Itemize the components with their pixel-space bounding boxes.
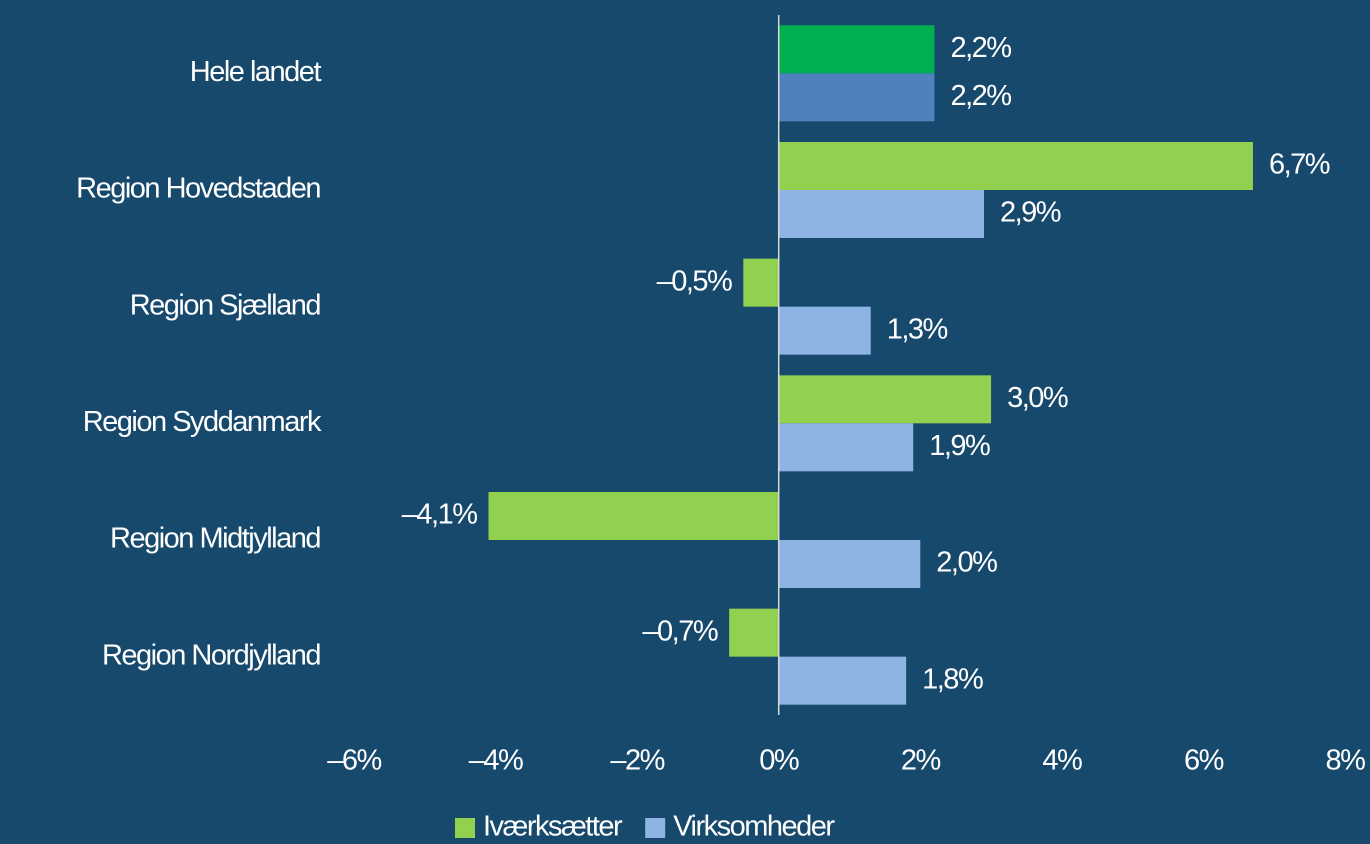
value-label: 2,0% xyxy=(936,547,997,579)
bar xyxy=(778,306,871,355)
category-label: Region Sjælland xyxy=(130,289,321,321)
x-tick-label: –6% xyxy=(327,745,381,777)
category-label: Region Syddanmark xyxy=(83,406,322,438)
bar xyxy=(778,656,907,705)
category-label: Region Hovedstaden xyxy=(76,173,320,205)
bar xyxy=(778,73,935,122)
bar xyxy=(778,423,914,472)
value-label: 2,9% xyxy=(1000,197,1061,229)
x-tick-label: 0% xyxy=(759,745,799,777)
value-label: –4,1% xyxy=(402,499,477,531)
x-tick-label: –4% xyxy=(469,745,523,777)
legend-swatch xyxy=(645,818,666,838)
x-tick-label: 6% xyxy=(1184,745,1224,777)
value-label: 6,7% xyxy=(1269,149,1330,181)
value-label: 2,2% xyxy=(950,80,1011,112)
value-label: 1,3% xyxy=(887,313,948,345)
bar xyxy=(778,540,921,588)
value-label: 2,2% xyxy=(950,32,1011,64)
x-tick-label: 2% xyxy=(901,745,941,777)
bar xyxy=(729,608,779,657)
x-tick-label: 4% xyxy=(1042,745,1082,777)
value-label: 3,0% xyxy=(1007,382,1068,414)
bar xyxy=(743,258,779,307)
category-label: Hele landet xyxy=(190,56,322,88)
value-label: –0,5% xyxy=(657,265,732,297)
bar xyxy=(488,492,779,540)
category-label: Region Nordjylland xyxy=(102,639,320,671)
bar xyxy=(778,25,935,74)
category-label: Region Midtjylland xyxy=(110,523,320,555)
x-tick-label: 8% xyxy=(1326,745,1366,777)
bar xyxy=(778,142,1253,190)
legend-label: Iværksætter xyxy=(483,811,623,843)
value-label: –0,7% xyxy=(642,615,717,647)
legend-swatch xyxy=(455,818,475,838)
value-label: 1,8% xyxy=(922,663,983,695)
bar xyxy=(778,375,992,424)
bar xyxy=(778,190,984,238)
x-tick-label: –2% xyxy=(610,745,664,777)
legend-label: Virksomheder xyxy=(673,811,835,843)
value-label: 1,9% xyxy=(929,430,990,462)
